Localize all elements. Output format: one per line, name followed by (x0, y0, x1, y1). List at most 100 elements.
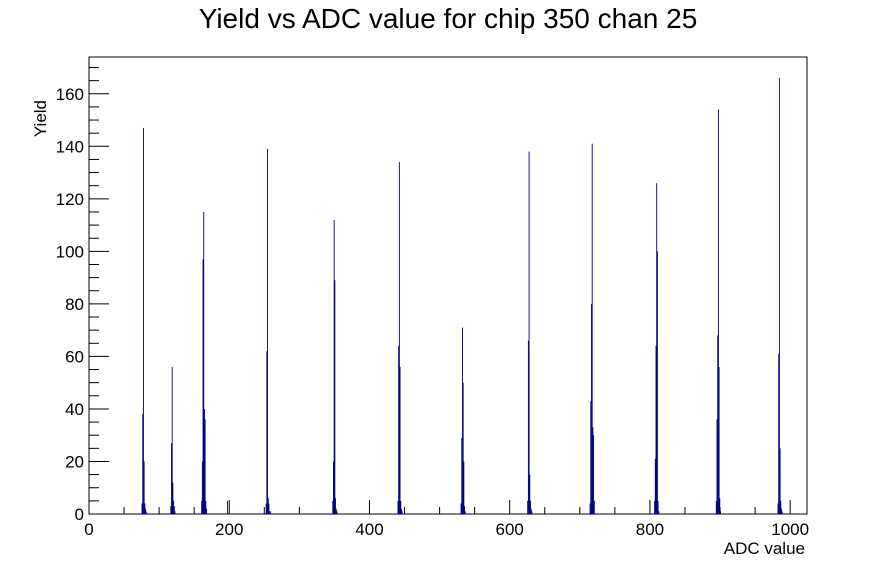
histogram-bar (716, 419, 718, 514)
histogram-bar (173, 506, 175, 514)
histogram-bar (173, 500, 175, 514)
histogram-bar (267, 498, 269, 514)
histogram-bar (779, 448, 781, 514)
histogram-bar (398, 162, 400, 514)
histogram-bar (201, 461, 203, 514)
histogram-bar (334, 280, 336, 514)
histogram-bar (227, 500, 229, 514)
histogram-bar (401, 511, 403, 514)
histogram-bar (718, 366, 720, 514)
histogram-bar (591, 143, 593, 515)
histogram-bar (267, 148, 268, 514)
histogram-bar (590, 401, 592, 514)
histogram-bar (527, 500, 529, 514)
histogram-bar (265, 503, 267, 514)
y-tick-label: 80 (65, 295, 84, 314)
histogram-bar (269, 511, 271, 514)
histogram-bar (717, 335, 719, 514)
histogram-bar (333, 461, 334, 514)
histogram-bar (204, 419, 206, 514)
histogram-bar (715, 500, 717, 514)
histogram-bar (401, 508, 402, 514)
histogram-bar (333, 219, 335, 514)
histogram-bar (170, 506, 172, 514)
histogram-bar (398, 345, 400, 514)
histogram-bar (656, 183, 658, 514)
histogram-bar (530, 508, 532, 514)
histogram-bar (400, 500, 402, 514)
histogram-bar (145, 508, 146, 514)
y-tick-label: 60 (65, 347, 84, 366)
histogram-bar (656, 251, 658, 515)
x-tick-label: 400 (355, 520, 383, 539)
histogram-bar (336, 511, 338, 514)
histogram-bar (172, 482, 174, 514)
histogram-bar (777, 503, 779, 514)
histogram-bar (462, 327, 463, 514)
y-axis-ticks: 0 20 40 60 80 100 120 140 160 (56, 67, 109, 524)
histogram-bar (781, 511, 783, 514)
histogram-bar (717, 109, 719, 514)
histogram-bar (141, 503, 143, 514)
x-axis-label: ADC value (724, 539, 805, 558)
histogram-bars (141, 78, 783, 515)
histogram-bar (335, 508, 337, 514)
x-tick-label: 200 (215, 520, 243, 539)
histogram-bar (463, 461, 465, 514)
y-tick-label: 40 (65, 400, 84, 419)
histogram-bar (332, 500, 334, 514)
histogram-bar (655, 345, 657, 514)
histogram-bar (397, 500, 399, 514)
histogram-bar (593, 435, 595, 514)
histogram-bar (654, 500, 656, 514)
histogram-bar (142, 127, 144, 514)
y-tick-label: 140 (56, 137, 84, 156)
x-tick-label: 1000 (771, 520, 809, 539)
histogram-bar (461, 437, 463, 514)
histogram-bar (778, 78, 780, 514)
histogram-bar (202, 259, 204, 514)
histogram-bar (201, 500, 203, 514)
histogram-bar (719, 498, 721, 514)
histogram-bar (171, 443, 172, 514)
histogram-bar (145, 511, 147, 514)
histogram-bar (399, 366, 401, 514)
plot-frame (88, 56, 808, 515)
histogram-bar (462, 382, 464, 514)
histogram-bar (205, 500, 207, 514)
x-tick-label: 0 (84, 520, 93, 539)
histogram-bar (654, 458, 656, 514)
histogram-bar (531, 511, 533, 514)
histogram-bar (591, 303, 592, 514)
histogram-bar (269, 511, 271, 514)
histogram-bar (780, 500, 782, 514)
y-tick-label: 0 (75, 505, 84, 524)
x-axis-ticks: 0 200 400 600 800 1000 (84, 500, 809, 539)
histogram-bar (657, 500, 659, 514)
y-tick-label: 20 (65, 452, 84, 471)
y-tick-label: 100 (56, 242, 84, 261)
histogram-bar (778, 353, 780, 514)
histogram-bar (143, 461, 145, 514)
histogram-bar (589, 503, 591, 514)
histogram-bar (144, 503, 146, 514)
histogram-bar (203, 211, 205, 514)
chart-title: Yield vs ADC value for chip 350 chan 25 (199, 3, 698, 34)
histogram-bar (171, 366, 173, 514)
histogram-bar (335, 498, 337, 514)
histogram-bar (266, 351, 268, 514)
x-tick-label: 800 (636, 520, 664, 539)
histogram-bar (592, 427, 594, 514)
y-tick-label: 160 (56, 85, 84, 104)
histogram-bar (268, 503, 270, 514)
histogram-bar (464, 511, 466, 514)
histogram-bar (464, 506, 466, 514)
histogram-bar (460, 503, 462, 514)
histogram-bar (781, 508, 782, 514)
histogram-bar (203, 408, 205, 514)
histogram-bar (658, 511, 660, 514)
histogram-bar (206, 508, 207, 514)
histogram-bar (593, 500, 595, 514)
